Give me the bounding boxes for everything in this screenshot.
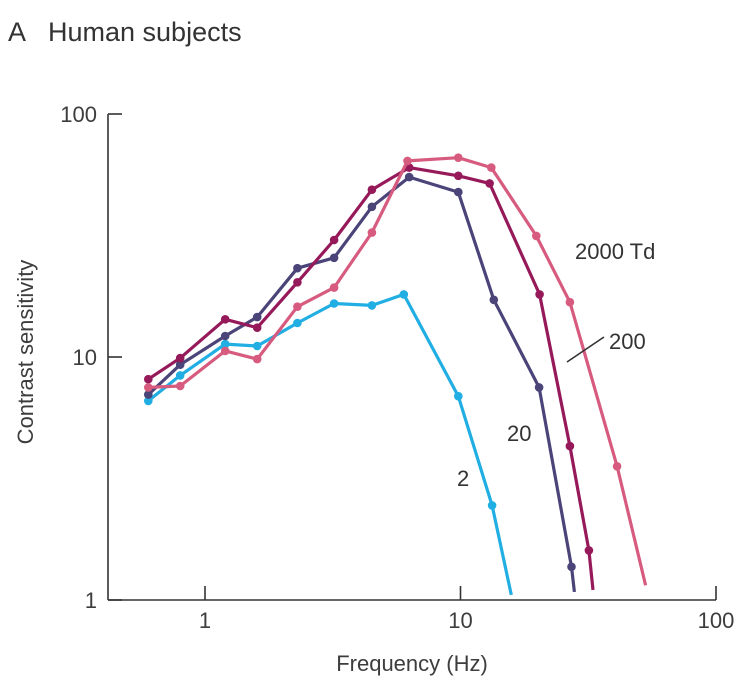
data-point-2000-td [454,153,463,162]
data-point-2000-td [175,381,185,391]
y-ticks: 1 10 100 [60,102,122,613]
data-point-2000-td [329,283,339,292]
data-point-200 [565,441,575,451]
data-point-200 [220,315,230,324]
data-point-20 [534,383,544,392]
data-point-2000-td [367,228,377,237]
data-point-200 [454,171,463,181]
data-point-20 [567,562,576,572]
data-point-2000-td [487,163,496,172]
data-point-2000-td [565,297,575,307]
data-point-20 [454,187,463,197]
data-point-2 [220,339,230,349]
y-tick-label: 100 [60,102,97,127]
data-point-200 [144,374,153,384]
data-point-200 [252,323,262,333]
data-point-2 [454,391,463,401]
data-point-20 [404,172,414,182]
panel-title: Human subjects [48,17,242,47]
data-point-2000-td [532,231,541,241]
series-label-2000-td: 2000 Td [575,239,655,264]
series-2 [144,290,513,596]
series-layer [144,153,648,596]
series-20 [144,172,576,593]
data-point-200 [404,163,414,172]
data-point-20 [220,331,230,341]
data-point-2 [144,396,153,406]
data-point-20 [252,312,262,322]
series-leader-line-200 [566,336,605,363]
series-line-2000-td [148,156,648,586]
x-tick-label: 100 [698,608,735,633]
data-point-20 [329,253,339,263]
data-point-200 [293,278,302,287]
data-point-2000-td [144,383,153,392]
data-point-20 [293,263,302,273]
data-point-20 [144,390,153,399]
data-point-2000-td [252,354,262,364]
data-point-20 [489,295,499,305]
series-2000-td [144,153,648,586]
data-point-2 [399,290,409,299]
x-tick-label: 10 [448,608,472,633]
data-point-2000-td [293,302,302,312]
data-point-200 [329,235,339,245]
series-label-20: 20 [507,421,531,446]
data-point-200 [367,185,377,194]
series-200 [144,163,595,591]
data-point-2 [293,318,302,328]
y-axis-label: Contrast sensitivity [13,260,38,445]
x-tick-label: 1 [199,608,211,633]
data-point-200 [175,353,185,363]
y-tick-label: 10 [73,345,97,370]
data-point-20 [367,202,377,212]
x-axis-label: Frequency (Hz) [336,651,488,676]
data-point-2 [487,501,497,510]
series-label-2: 2 [457,466,469,491]
data-point-2 [367,301,377,310]
data-point-200 [584,546,594,555]
series-line-20 [147,175,576,593]
data-point-2 [329,299,339,308]
y-tick-label: 1 [85,588,97,613]
panel-letter: A [8,17,26,47]
plot-area: Contrast sensitivity Frequency (Hz) 1101… [13,102,734,676]
series-line-200 [147,166,595,591]
data-point-200 [535,290,544,299]
series-label-200: 200 [609,329,646,354]
x-ticks: 1 10 100 [199,586,734,633]
data-point-2 [175,371,185,380]
data-point-200 [485,179,494,188]
data-point-20 [175,360,185,370]
data-point-2000-td [403,156,412,166]
data-point-2000-td [220,346,230,356]
data-point-2000-td [612,462,622,471]
data-point-2 [252,341,262,351]
